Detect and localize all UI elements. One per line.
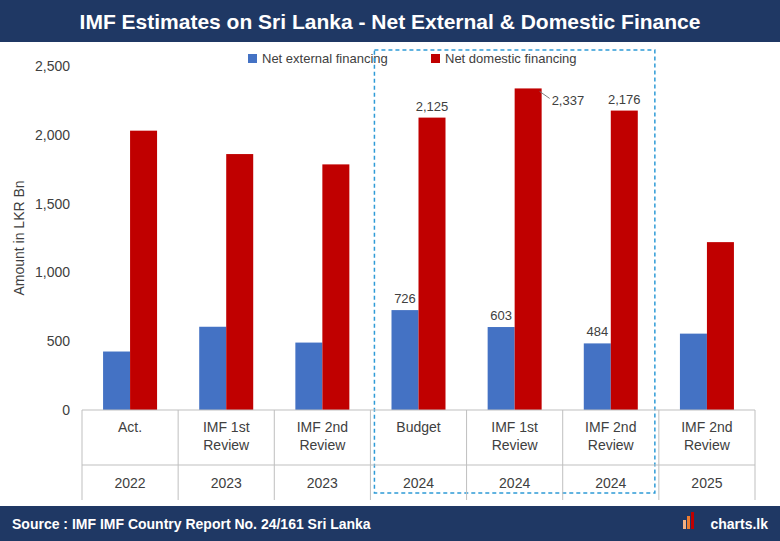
label-leader (540, 91, 550, 98)
x-axis (82, 410, 755, 411)
brand-icon (683, 520, 686, 529)
data-label: 2,125 (416, 99, 449, 114)
x-tick-label: Act. (118, 419, 142, 435)
legend-label: Net external financing (262, 51, 388, 66)
x-group-label: 2024 (499, 475, 530, 491)
category-separator (562, 410, 563, 500)
y-tick (78, 203, 82, 204)
x-group-label: 2024 (403, 475, 434, 491)
y-tick-label: 1,500 (35, 196, 70, 212)
bars (103, 88, 734, 410)
title-bar (0, 0, 780, 42)
brand-icon (691, 512, 694, 529)
data-label: 484 (586, 324, 608, 339)
x-tick-label: Budget (396, 419, 440, 435)
category-separator (466, 410, 467, 500)
y-tick (78, 272, 82, 273)
x-tick-label: IMF 1stReview (491, 419, 538, 453)
bar (295, 343, 322, 410)
bar (707, 242, 734, 410)
x-group-label: 2025 (691, 475, 722, 491)
source: Source : IMF IMF Country Report No. 24/1… (12, 516, 371, 532)
group-separator (82, 465, 755, 466)
y-tick (78, 410, 82, 411)
highlight-box (374, 50, 654, 493)
bar (515, 88, 542, 410)
x-group-label: 2024 (595, 475, 626, 491)
bar (199, 327, 226, 410)
data-label: 726 (394, 291, 416, 306)
category-separator (82, 410, 83, 500)
bar (611, 111, 638, 410)
bar (680, 334, 707, 410)
category-separator (178, 410, 179, 500)
category-separator (370, 410, 371, 500)
x-group-label: 2023 (307, 475, 338, 491)
x-tick-label: IMF 1stReview (203, 419, 250, 453)
y-tick-label: 1,000 (35, 264, 70, 280)
bar (130, 131, 157, 410)
bar (322, 164, 349, 410)
brand-icon (687, 516, 690, 529)
bar (226, 154, 253, 410)
y-tick-label: 0 (62, 402, 70, 418)
data-label: 2,176 (608, 92, 641, 107)
x-tick-label: IMF 2ndReview (585, 419, 636, 453)
category-separator (274, 410, 275, 500)
bar (488, 327, 515, 410)
x-tick-label: IMF 2ndReview (681, 419, 732, 453)
footer-bar (0, 506, 780, 541)
title: IMF Estimates on Sri Lanka - Net Externa… (80, 10, 701, 33)
category-separator (755, 410, 756, 500)
y-tick-label: 2,000 (35, 127, 70, 143)
x-group-label: 2023 (211, 475, 242, 491)
bar (103, 352, 130, 410)
y-tick (78, 341, 82, 342)
bar (419, 118, 446, 410)
x-group-label: 2022 (114, 475, 145, 491)
x-tick-label: IMF 2ndReview (297, 419, 348, 453)
legend-label: Net domestic financing (445, 51, 577, 66)
y-tick (78, 134, 82, 135)
bar (584, 343, 611, 410)
brand: charts.lk (710, 516, 768, 532)
data-label: 603 (490, 308, 512, 323)
legend-swatch (248, 54, 257, 63)
chart: IMF Estimates on Sri Lanka - Net Externa… (0, 0, 780, 541)
y-axis-label: Amount in LKR Bn (11, 180, 27, 295)
category-separator (658, 410, 659, 500)
data-label: 2,337 (552, 93, 585, 108)
bar (392, 310, 419, 410)
y-tick-label: 500 (47, 333, 71, 349)
legend-swatch (431, 54, 440, 63)
y-tick-label: 2,500 (35, 58, 70, 74)
y-tick (78, 66, 82, 67)
